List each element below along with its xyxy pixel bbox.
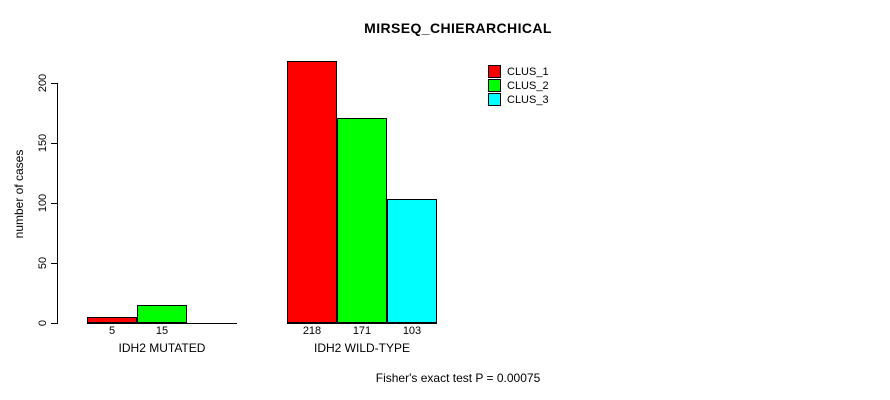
bar-clus-3-idh2-wild-type [387,199,437,323]
legend-label: CLUS_2 [507,79,549,92]
y-tick [51,83,57,84]
legend-label: CLUS_3 [507,93,549,106]
group-label-idh2-mutated: IDH2 MUTATED [118,341,206,355]
group-baseline [87,323,237,324]
legend-item-clus-1: CLUS_1 [488,65,549,78]
bar-value-label: 15 [155,325,169,337]
legend-swatch-clus-3 [488,93,501,106]
legend-swatch-clus-1 [488,65,501,78]
y-tick-label: 200 [37,73,49,93]
legend: CLUS_1 CLUS_2 CLUS_3 [488,65,549,106]
y-tick [51,263,57,264]
bar-clus-2-idh2-wild-type [337,118,387,323]
legend-item-clus-3: CLUS_3 [488,93,549,106]
y-tick [51,323,57,324]
bar-clus-1-idh2-wild-type [287,61,337,323]
legend-item-clus-2: CLUS_2 [488,79,549,92]
y-tick-label: 100 [37,193,49,213]
bar-clus-2-idh2-mutated [137,305,187,323]
y-tick-label: 150 [37,133,49,153]
legend-swatch-clus-2 [488,79,501,92]
bar-value-label: 103 [402,325,422,337]
bar-value-label: 5 [108,325,116,337]
bar-value-label: 218 [302,325,322,337]
y-tick [51,203,57,204]
group-label-idh2-wild-type: IDH2 WILD-TYPE [313,341,410,355]
group-baseline [287,323,437,324]
bar-clus-1-idh2-mutated [87,317,137,323]
bar-value-label: 171 [352,325,372,337]
chart-title: MIRSEQ_CHIERARCHICAL [364,20,552,36]
legend-label: CLUS_1 [507,65,549,78]
y-axis-label: number of cases [12,149,26,239]
y-tick [51,143,57,144]
annotation-fisher-test: Fisher's exact test P = 0.00075 [375,371,541,385]
y-tick-label: 50 [37,256,49,270]
y-axis-line [57,83,58,324]
y-tick-label: 0 [37,319,49,327]
